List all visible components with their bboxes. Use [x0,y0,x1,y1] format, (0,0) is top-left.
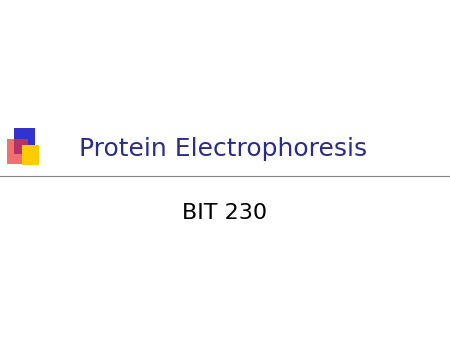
Bar [22,145,39,165]
Bar [7,139,28,164]
Text: BIT 230: BIT 230 [182,203,268,223]
Text: Protein Electrophoresis: Protein Electrophoresis [79,137,367,161]
Bar [14,128,35,154]
